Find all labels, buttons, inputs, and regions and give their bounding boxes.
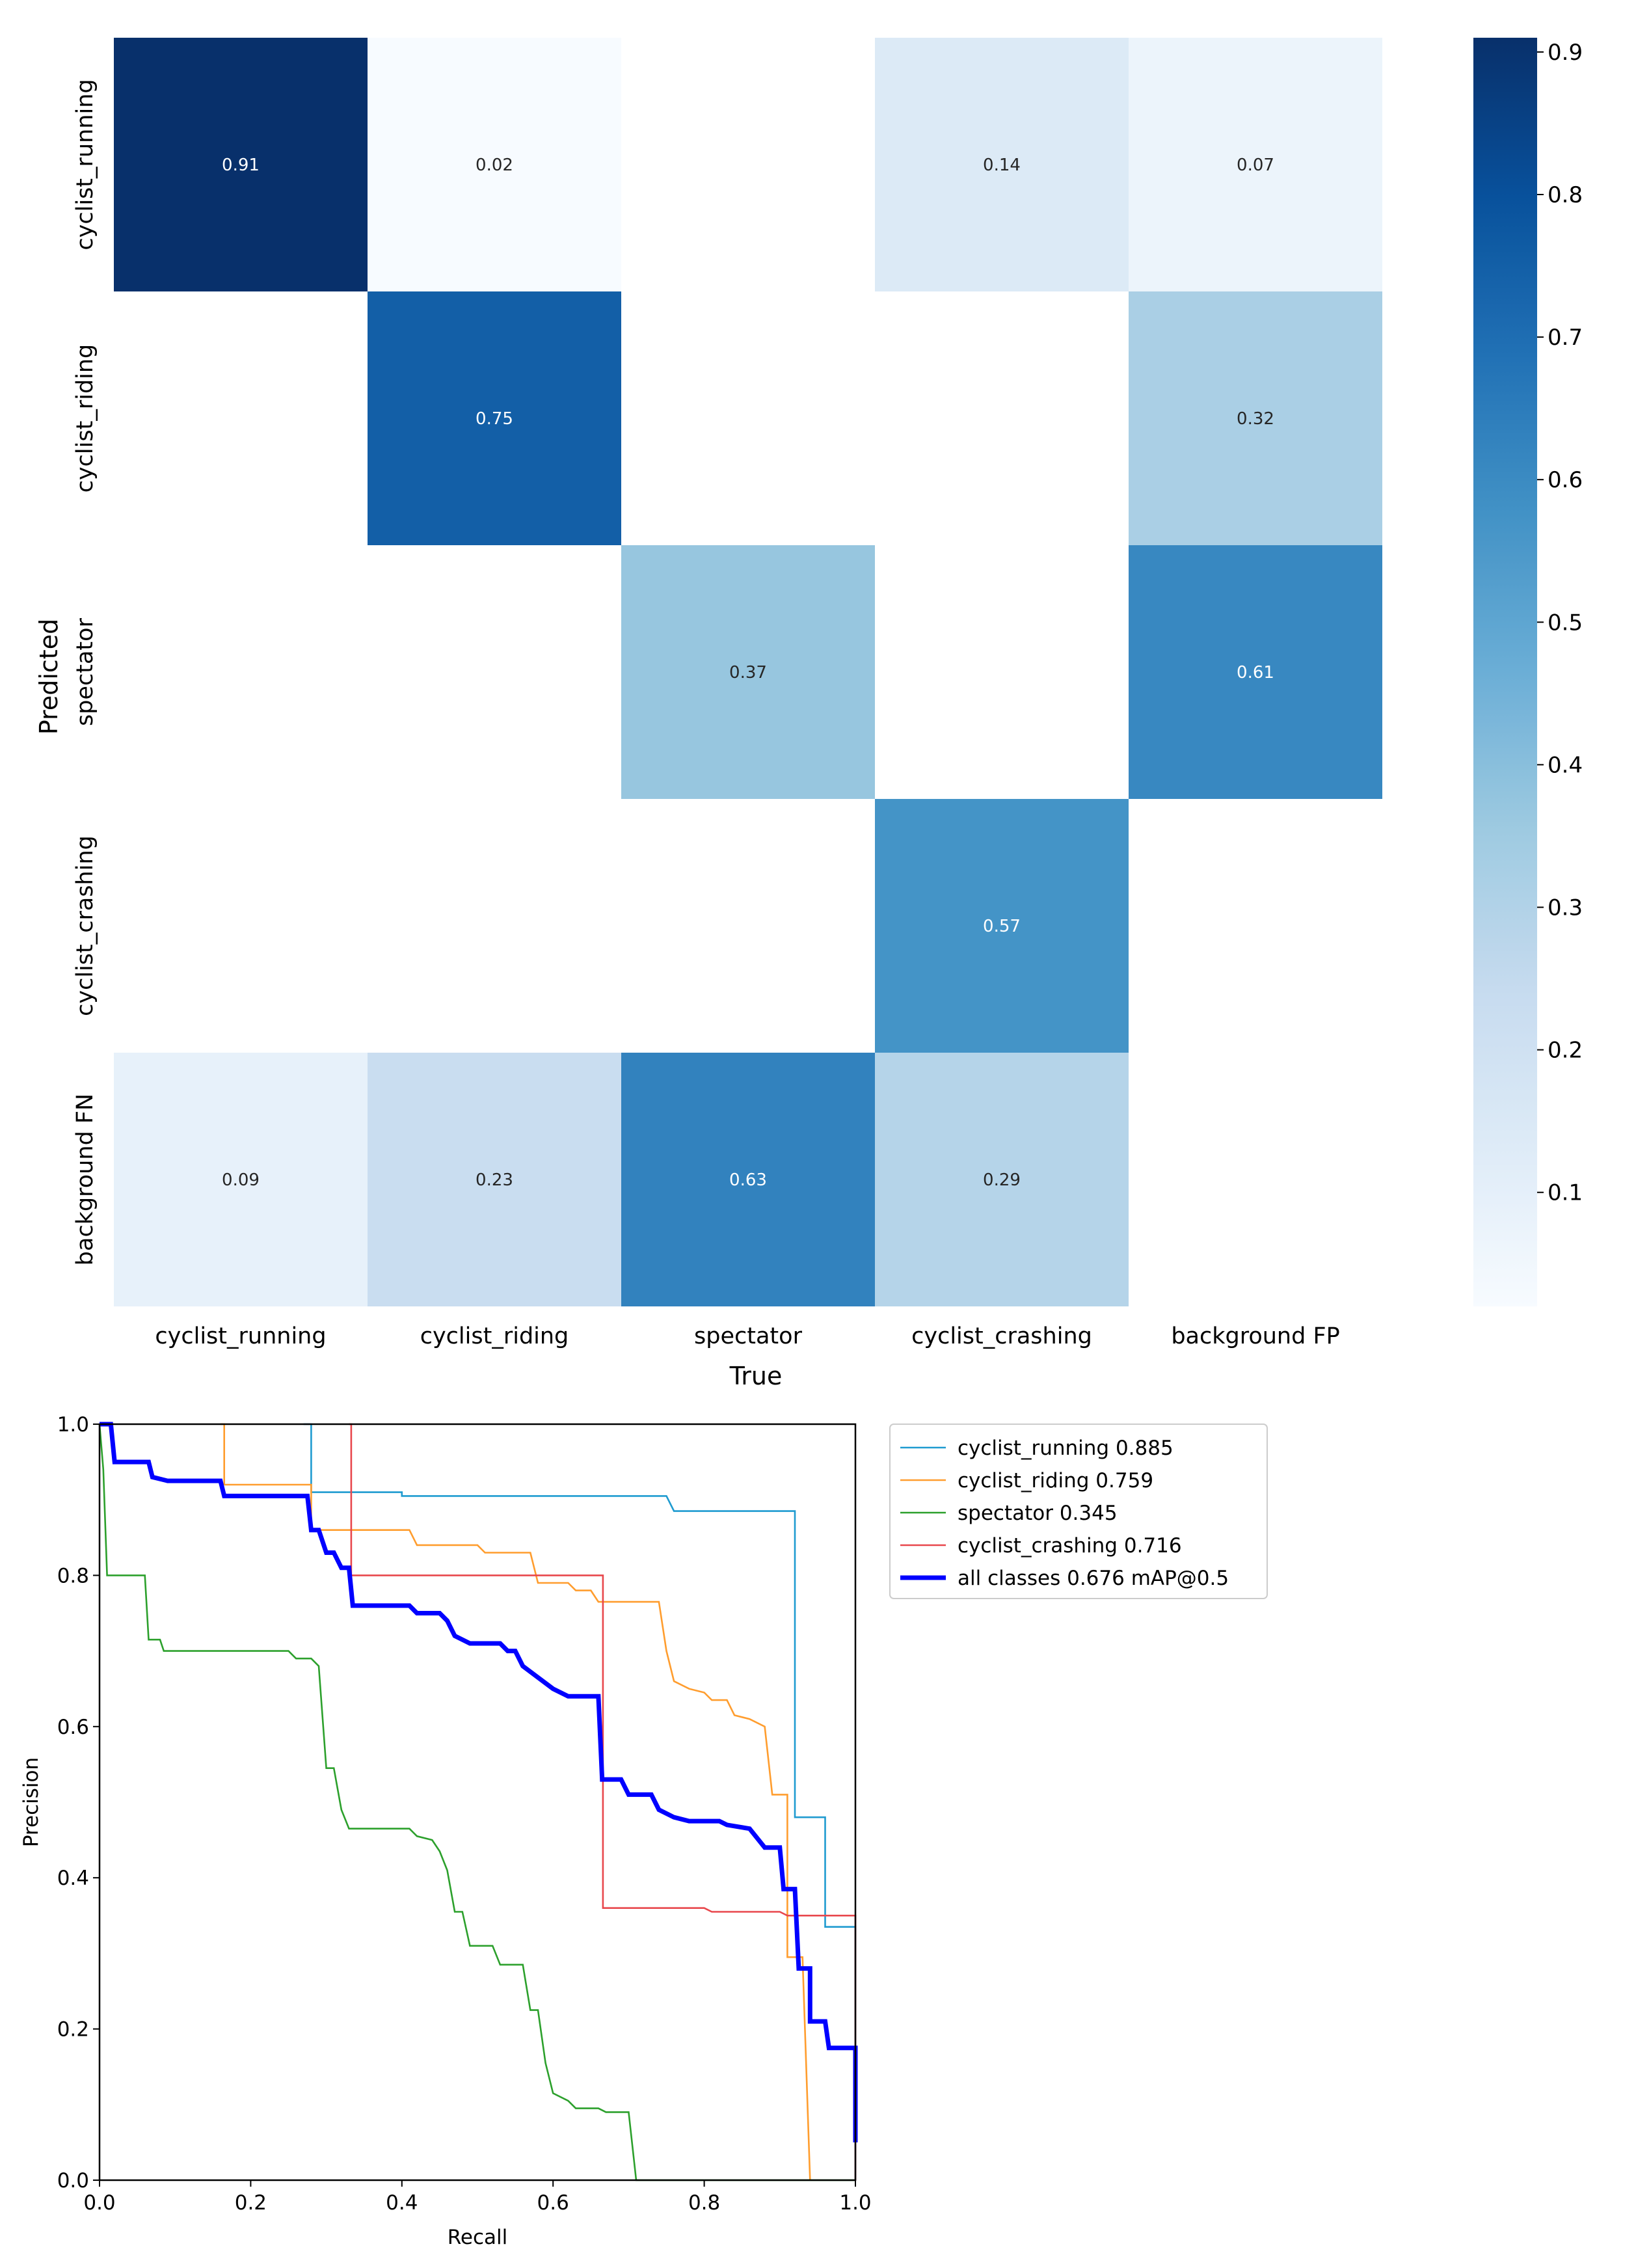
heatmap-cell-value: 0.14 (983, 155, 1021, 175)
heatmap-cell (114, 1053, 368, 1306)
pr-x-tick-label: 0.2 (235, 2191, 267, 2215)
cm-x-tick-label: cyclist_running (155, 1323, 326, 1349)
colorbar-tick-label: 0.1 (1548, 1180, 1583, 1206)
legend-entry-label: cyclist_riding 0.759 (958, 1469, 1153, 1492)
pr-y-ticks: 0.0 0.2 0.4 0.6 0.8 1.0 (57, 1413, 100, 2193)
pr-x-tick-label: 1.0 (839, 2191, 871, 2215)
pr-x-ticks: 0.0 0.2 0.4 0.6 0.8 1.0 (83, 2180, 872, 2215)
confusion-matrix-y-axis-label: Predicted (34, 619, 63, 735)
cm-y-tick-label: spectator (72, 617, 98, 726)
pr-y-tick-label: 1.0 (57, 1413, 89, 1437)
heatmap-cell-value: 0.02 (476, 155, 513, 175)
heatmap-cell (875, 1053, 1129, 1306)
colorbar-gradient (1473, 38, 1537, 1306)
legend-entry-label: cyclist_running 0.885 (958, 1437, 1173, 1460)
legend-box (889, 1424, 1268, 1599)
heatmap-cell (368, 38, 621, 291)
pr-y-tick-label: 0.0 (57, 2169, 89, 2193)
pr-y-tick-label: 0.2 (57, 2018, 89, 2042)
heatmap-cell-value: 0.75 (476, 409, 513, 429)
heatmap-cell (875, 38, 1129, 291)
cm-y-tick-label: cyclist_crashing (72, 835, 98, 1016)
pr-y-tick-label: 0.4 (57, 1867, 89, 1890)
colorbar-tick-label: 0.7 (1548, 325, 1583, 351)
heatmap-cell (621, 1053, 875, 1306)
colorbar-tick-label: 0.5 (1548, 610, 1583, 636)
colorbar-tick-label: 0.2 (1548, 1038, 1583, 1064)
heatmap-cell-value: 0.29 (983, 1170, 1021, 1190)
pr-curves (98, 1422, 858, 2181)
pr-legend: cyclist_running 0.885 cyclist_riding 0.75… (889, 1424, 1268, 1599)
legend-entry-label: cyclist_crashing 0.716 (958, 1534, 1182, 1558)
colorbar-tick-label: 0.4 (1548, 752, 1583, 778)
pr-x-axis-label: Recall (448, 2226, 508, 2249)
heatmap-cell-value: 0.09 (222, 1170, 260, 1190)
cm-y-tick-label: background FN (72, 1094, 98, 1265)
heatmap-cell (368, 1053, 621, 1306)
heatmap-cell-value: 0.07 (1237, 155, 1274, 175)
colorbar-tick-label: 0.9 (1548, 40, 1583, 66)
cm-y-tick-label: cyclist_riding (72, 344, 98, 493)
precision-recall-chart: 0.0 0.2 0.4 0.6 0.8 1.0 0.0 0.2 0.4 0.6 0.8 1.0 Re… (20, 1413, 1268, 2249)
colorbar-tick-label: 0.3 (1548, 895, 1583, 921)
heatmap-cell-value: 0.57 (983, 917, 1021, 936)
heatmap-cell-value: 0.37 (729, 663, 767, 682)
pr-curve-all-classes (100, 1422, 858, 2142)
confusion-matrix: 0.91 0.02 0.14 0.07 0.75 0.32 0.37 0.61 0.57 0.09… (34, 38, 1583, 1390)
heatmap-cell (114, 38, 368, 291)
heatmap-cell-value: 0.91 (222, 155, 260, 175)
confusion-matrix-x-axis-label: True (729, 1362, 783, 1390)
confusion-matrix-cells: 0.91 0.02 0.14 0.07 0.75 0.32 0.37 0.61 0.57 0.09… (114, 38, 1382, 1306)
heatmap-cell (1129, 291, 1382, 545)
confusion-matrix-y-tick-labels: cyclist_running cyclist_riding spectator cy… (72, 79, 98, 1265)
heatmap-cell-value: 0.32 (1237, 409, 1274, 429)
cm-x-tick-label: cyclist_riding (420, 1323, 569, 1349)
pr-curve-cyclist-riding (220, 1423, 811, 2181)
heatmap-cell (1129, 38, 1382, 291)
confusion-matrix-x-tick-labels: cyclist_running cyclist_riding spectator cy… (155, 1323, 1339, 1349)
heatmap-cell-value: 0.63 (729, 1170, 767, 1190)
heatmap-cell-value: 0.61 (1237, 663, 1274, 682)
heatmap-cell (621, 545, 875, 799)
colorbar: 0.1 0.2 0.3 0.4 0.5 0.6 0.7 0.8 0.9 (1473, 38, 1583, 1306)
pr-y-tick-label: 0.8 (57, 1564, 89, 1587)
pr-x-tick-label: 0.6 (537, 2191, 569, 2215)
pr-x-tick-label: 0.4 (386, 2191, 418, 2215)
cm-x-tick-label: cyclist_crashing (911, 1323, 1092, 1349)
pr-y-axis-label: Precision (20, 1757, 43, 1847)
pr-curve-cyclist-crashing (349, 1423, 857, 2180)
pr-x-tick-label: 0.0 (83, 2191, 115, 2215)
colorbar-tick-label: 0.6 (1548, 467, 1583, 493)
legend-entry-label: spectator 0.345 (958, 1502, 1118, 1525)
pr-curve-spectator (98, 1424, 855, 2181)
heatmap-cell (1129, 545, 1382, 799)
cm-y-tick-label: cyclist_running (72, 79, 98, 250)
pr-x-tick-label: 0.8 (688, 2191, 720, 2215)
pr-y-tick-label: 0.6 (57, 1716, 89, 1739)
heatmap-cell (875, 799, 1129, 1053)
colorbar-tick-label: 0.8 (1548, 182, 1583, 208)
cm-x-tick-label: spectator (694, 1323, 803, 1349)
cm-x-tick-label: background FP (1171, 1323, 1339, 1349)
heatmap-cell (368, 291, 621, 545)
pr-plot-frame (98, 1423, 857, 2181)
heatmap-cell-value: 0.23 (476, 1170, 513, 1190)
legend-entry-label: all classes 0.676 mAP@0.5 (958, 1567, 1229, 1590)
